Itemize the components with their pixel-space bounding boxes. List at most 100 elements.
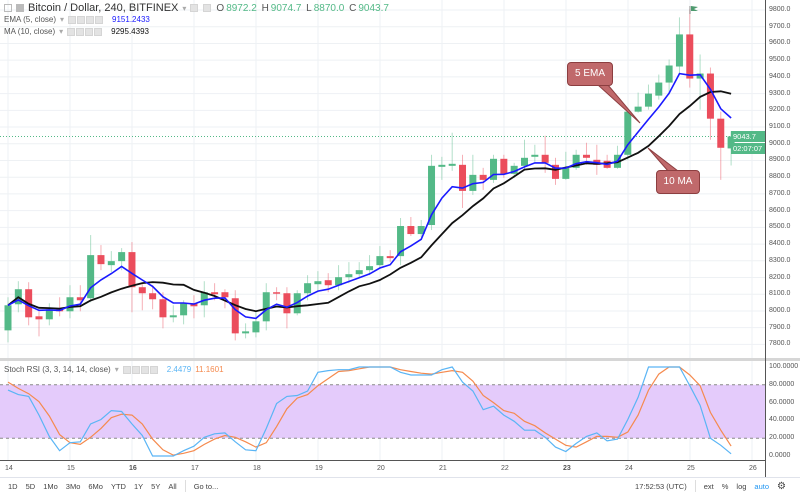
- candle-down: [273, 292, 281, 294]
- candle-up: [634, 106, 642, 112]
- candle-down: [686, 34, 694, 79]
- price-tick-label: 8800.0: [769, 173, 791, 181]
- range-button-6mo[interactable]: 6Mo: [88, 481, 103, 491]
- time-tick-label: 20: [377, 465, 385, 472]
- candle-up: [448, 163, 456, 166]
- plus-icon[interactable]: [140, 365, 149, 374]
- range-button-all[interactable]: All: [168, 481, 177, 491]
- candle-up: [675, 34, 683, 67]
- flag-icon: [691, 6, 698, 11]
- time-tick-label: 19: [315, 465, 323, 472]
- ema-callout[interactable]: 5 EMA: [567, 62, 613, 86]
- stoch-legend: Stoch RSI (3, 3, 14, 14, close) ▾ 2.4479…: [4, 365, 224, 374]
- candle-up: [531, 154, 539, 157]
- price-tick-label: 9200.0: [769, 106, 791, 114]
- candle-up: [469, 174, 477, 191]
- price-tick-label: 8100.0: [769, 290, 791, 298]
- auto-toggle[interactable]: auto: [754, 481, 770, 491]
- settings-icon[interactable]: [203, 4, 212, 12]
- candle-down: [551, 164, 559, 179]
- candle-up: [45, 309, 53, 320]
- range-button-1mo[interactable]: 1Mo: [43, 481, 58, 491]
- range-button-5y[interactable]: 5Y: [151, 481, 161, 491]
- candle-down: [76, 297, 84, 301]
- chevron-down-icon[interactable]: ▾: [114, 365, 119, 374]
- toolbar-separator: [184, 480, 186, 492]
- candle-up: [644, 93, 652, 107]
- ema-label[interactable]: EMA (5, close): [4, 15, 57, 24]
- candle-down: [717, 118, 725, 148]
- plus-icon[interactable]: [85, 27, 94, 36]
- candle-up: [335, 277, 343, 286]
- ema-legend: EMA (5, close) ▾ 9151.2433: [4, 15, 150, 24]
- close-icon[interactable]: [149, 365, 158, 374]
- ma-10-line: [7, 90, 732, 313]
- eye-icon[interactable]: [67, 27, 76, 36]
- range-button-3mo[interactable]: 3Mo: [65, 481, 81, 491]
- percent-toggle[interactable]: %: [721, 481, 729, 491]
- close-value: 9043.7: [358, 2, 389, 14]
- symbol-legend: Bitcoin / Dollar, 240, BITFINEX ▾ O 8972.…: [4, 2, 391, 14]
- stoch-tick-label: 60.0000: [769, 398, 795, 406]
- candle-down: [386, 256, 394, 259]
- gear-icon[interactable]: ⚙: [777, 480, 786, 492]
- ema-5-line: [7, 72, 732, 320]
- chevron-down-icon[interactable]: ▾: [182, 3, 187, 13]
- close-icon[interactable]: [95, 15, 104, 24]
- pane-divider[interactable]: [0, 358, 800, 361]
- price-tick-label: 9700.0: [769, 22, 791, 30]
- range-button-5d[interactable]: 5D: [25, 481, 36, 491]
- log-toggle[interactable]: log: [736, 481, 747, 491]
- clock[interactable]: 17:52:53 (UTC): [635, 481, 687, 491]
- eye-icon[interactable]: [68, 15, 77, 24]
- candle-up: [314, 281, 322, 285]
- ma-callout-pointer: [647, 147, 680, 172]
- range-button-1y[interactable]: 1Y: [133, 481, 144, 491]
- range-button-ytd[interactable]: YTD: [110, 481, 126, 491]
- range-buttons: 1D 5D 1Mo 3Mo 6Mo YTD 1Y 5Y All: [8, 482, 185, 491]
- candle-up: [345, 274, 353, 278]
- collapse-icon[interactable]: [4, 4, 12, 12]
- time-axis[interactable]: 14 15 16 17 18 19 20 21 22 23 24 25 26: [0, 460, 765, 477]
- eye-icon[interactable]: [190, 4, 199, 12]
- stoch-rsi-pane[interactable]: [0, 361, 765, 460]
- candle-up: [665, 65, 673, 83]
- time-tick-label: 21: [439, 465, 447, 472]
- price-tick-label: 8200.0: [769, 273, 791, 281]
- stoch-label[interactable]: Stoch RSI (3, 3, 14, 14, close): [4, 365, 111, 374]
- candle-up: [118, 252, 126, 262]
- ma-callout[interactable]: 10 MA: [656, 170, 700, 194]
- price-chart-pane[interactable]: [0, 0, 765, 358]
- settings-icon[interactable]: [131, 365, 140, 374]
- settings-icon[interactable]: [77, 15, 86, 24]
- chevron-down-icon[interactable]: ▾: [59, 27, 64, 36]
- candle-up: [66, 297, 74, 312]
- open-label: O: [216, 2, 225, 14]
- candle-down: [159, 299, 167, 318]
- ma-label[interactable]: MA (10, close): [4, 27, 56, 36]
- time-tick-label: 14: [5, 465, 13, 472]
- stoch-k-value: 2.4479: [166, 365, 192, 374]
- price-tick-label: 8700.0: [769, 189, 791, 197]
- high-value: 9074.7: [270, 2, 302, 14]
- time-tick-label: 24: [625, 465, 633, 472]
- eye-icon[interactable]: [122, 365, 131, 374]
- goto-button[interactable]: Go to...: [193, 481, 219, 491]
- settings-icon[interactable]: [76, 27, 85, 36]
- plus-icon[interactable]: [86, 15, 95, 24]
- candle-down: [479, 174, 487, 180]
- symbol-title[interactable]: Bitcoin / Dollar, 240, BITFINEX: [28, 2, 179, 14]
- close-label: C: [349, 2, 357, 14]
- range-button-1d[interactable]: 1D: [8, 481, 18, 491]
- candle-up: [252, 321, 260, 333]
- price-tick-label: 9800.0: [769, 6, 791, 13]
- ext-toggle[interactable]: ext: [703, 481, 714, 491]
- price-tick-label: 8600.0: [769, 206, 791, 214]
- price-tick-label: 8900.0: [769, 156, 791, 164]
- candle-down: [97, 255, 105, 265]
- candle-down: [706, 73, 714, 119]
- chevron-down-icon[interactable]: ▾: [60, 15, 65, 24]
- close-icon[interactable]: [94, 27, 103, 36]
- candle-up: [624, 111, 632, 155]
- ema-value: 9151.2433: [112, 15, 150, 24]
